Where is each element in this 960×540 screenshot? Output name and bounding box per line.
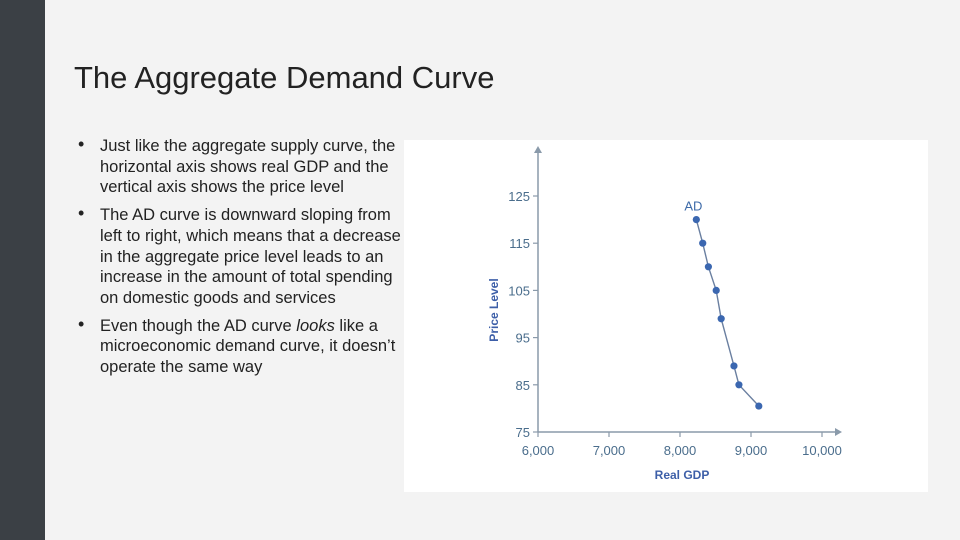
x-axis-title: Real GDP bbox=[655, 468, 710, 482]
x-tick-label: 8,000 bbox=[664, 443, 697, 458]
y-tick-label: 115 bbox=[509, 236, 530, 251]
y-tick-label: 75 bbox=[516, 425, 530, 440]
ad-data-point bbox=[692, 216, 700, 224]
series-label-ad: AD bbox=[684, 199, 702, 214]
bullet-text-emphasis: looks bbox=[296, 316, 335, 335]
y-tick-label: 95 bbox=[516, 331, 530, 346]
y-axis-arrow-icon bbox=[534, 146, 542, 153]
ad-data-point bbox=[717, 315, 725, 323]
bullet-dot-icon: • bbox=[78, 313, 85, 334]
y-tick-label: 85 bbox=[516, 378, 530, 393]
ad-data-point bbox=[735, 381, 743, 389]
bullet-text-start: Even though the AD curve bbox=[100, 316, 297, 335]
y-tick-label: 125 bbox=[508, 189, 530, 204]
x-tick-label: 10,000 bbox=[802, 443, 842, 458]
bullet-text-end: like a microeconomic demand curve, it do… bbox=[100, 316, 396, 377]
slide-sidebar bbox=[0, 0, 45, 540]
bullet-dot-icon: • bbox=[78, 134, 85, 154]
bullet-item: • Just like the aggregate supply curve, … bbox=[74, 134, 404, 198]
ad-chart: 6,000 7,000 8,000 9,000 10,000 75 85 95 105 115 12… bbox=[487, 146, 842, 482]
y-tick-label: 105 bbox=[508, 283, 530, 298]
ad-data-point bbox=[755, 402, 763, 410]
bullet-text: The AD curve is downward sloping from le… bbox=[100, 206, 401, 307]
bullet-dot-icon: • bbox=[78, 203, 85, 224]
chart-panel: 6,000 7,000 8,000 9,000 10,000 75 85 95 105 115 12… bbox=[404, 140, 928, 492]
x-tick-label: 7,000 bbox=[593, 443, 626, 458]
x-tick-label: 6,000 bbox=[522, 443, 555, 458]
ad-curve-line bbox=[695, 219, 760, 407]
ad-data-point bbox=[730, 362, 738, 370]
bullet-list: • Just like the aggregate supply curve, … bbox=[74, 134, 404, 385]
x-axis-arrow-icon bbox=[835, 428, 842, 436]
ad-data-point bbox=[699, 239, 707, 247]
slide-title: The Aggregate Demand Curve bbox=[74, 60, 495, 95]
bullet-item: • The AD curve is downward sloping from … bbox=[74, 203, 404, 309]
y-axis-title: Price Level bbox=[487, 278, 501, 341]
ad-data-point bbox=[712, 286, 720, 294]
bullet-text: Just like the aggregate supply curve, th… bbox=[100, 137, 396, 197]
x-tick-label: 9,000 bbox=[735, 443, 768, 458]
bullet-item: • Even though the AD curve looks like a … bbox=[74, 313, 404, 378]
ad-data-point bbox=[704, 263, 712, 271]
